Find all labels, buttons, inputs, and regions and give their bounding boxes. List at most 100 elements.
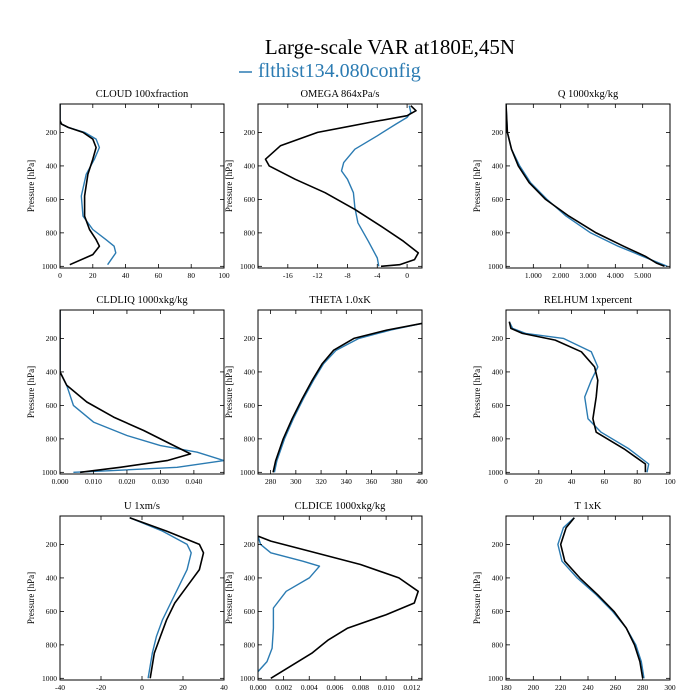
y-tick-label: 400	[244, 367, 256, 376]
y-tick-label: 400	[492, 161, 504, 170]
x-tick-label: 100	[664, 477, 676, 486]
y-tick-label: 600	[46, 195, 58, 204]
series-line-1	[272, 322, 422, 473]
series-line-0	[508, 321, 650, 473]
y-tick-label: 800	[492, 434, 504, 443]
x-tick-label: 0.002	[275, 683, 292, 692]
x-tick-label: 40	[220, 683, 228, 692]
plot-frame	[257, 515, 423, 681]
x-tick-label: 2.000	[552, 271, 569, 280]
y-tick-label: 1000	[42, 468, 57, 477]
panel-title: CLDICE 1000xkg/kg	[295, 501, 386, 512]
series-line-1	[60, 310, 192, 474]
x-tick-label: 0.000	[52, 477, 69, 486]
series-line-1	[258, 535, 420, 679]
y-tick-label: 200	[244, 540, 256, 549]
y-axis-label: Pressure [hPa]	[472, 572, 482, 624]
y-tick-label: 1000	[488, 674, 503, 683]
x-tick-label: 0.006	[326, 683, 343, 692]
plot-frame	[59, 103, 225, 269]
x-tick-label: 0.008	[352, 683, 369, 692]
x-tick-label: 360	[366, 477, 378, 486]
y-tick-label: 600	[492, 607, 504, 616]
y-axis-label: Pressure [hPa]	[26, 572, 36, 624]
x-tick-label: 0.030	[152, 477, 169, 486]
x-tick-label: 300	[664, 683, 676, 692]
y-tick-label: 600	[244, 195, 256, 204]
x-tick-label: 5.000	[634, 271, 651, 280]
x-tick-label: 20	[179, 683, 187, 692]
y-axis-label: Pressure [hPa]	[472, 160, 482, 212]
x-tick-label: 0.004	[301, 683, 318, 692]
x-tick-label: 20	[535, 477, 543, 486]
y-tick-label: 600	[492, 195, 504, 204]
y-tick-label: 600	[244, 401, 256, 410]
y-axis-label: Pressure [hPa]	[224, 160, 234, 212]
x-tick-label: 60	[155, 271, 163, 280]
y-tick-label: 600	[244, 607, 256, 616]
x-tick-label: 180	[500, 683, 512, 692]
series-line-0	[60, 310, 224, 473]
y-tick-label: 400	[46, 161, 58, 170]
x-tick-label: -4	[374, 271, 380, 280]
y-tick-label: 600	[492, 401, 504, 410]
panel-title: Q 1000xkg/kg	[558, 89, 619, 100]
x-tick-label: 20	[89, 271, 97, 280]
y-tick-label: 800	[46, 640, 58, 649]
y-tick-label: 600	[46, 401, 58, 410]
series-line-0	[129, 517, 192, 679]
x-tick-label: 280	[265, 477, 277, 486]
x-tick-label: 200	[528, 683, 540, 692]
y-tick-label: 1000	[240, 468, 255, 477]
plot-frame	[59, 309, 225, 475]
x-tick-label: 300	[290, 477, 302, 486]
x-tick-label: 1.000	[525, 271, 542, 280]
x-tick-label: -16	[283, 271, 293, 280]
y-tick-label: 400	[244, 161, 256, 170]
x-tick-label: 60	[601, 477, 609, 486]
x-tick-label: 340	[341, 477, 353, 486]
y-tick-label: 800	[244, 434, 256, 443]
x-tick-label: 40	[568, 477, 576, 486]
x-tick-label: 80	[633, 477, 641, 486]
y-tick-label: 800	[244, 640, 256, 649]
x-tick-label: 400	[416, 477, 428, 486]
y-tick-label: 200	[492, 334, 504, 343]
y-axis-label: Pressure [hPa]	[26, 366, 36, 418]
panel-title: THETA 1.0xK	[309, 295, 371, 306]
chart-panel-2: Q 1000xkg/kg 1.000 2.000 3.000 4.000 5.000 200…	[472, 89, 671, 280]
chart-panel-5: RELHUM 1xpercent 0 20 40 60 80 100 200 400 600 800…	[472, 295, 676, 486]
chart-panel-8: T 1xK 180 200 220 240 260 280 300 200 400 600 800 10…	[472, 501, 676, 692]
x-tick-label: 220	[555, 683, 567, 692]
series-line-0	[273, 322, 422, 473]
series-line-0	[340, 105, 412, 267]
y-tick-label: 200	[244, 334, 256, 343]
series-line-1	[129, 516, 205, 679]
y-tick-label: 800	[492, 228, 504, 237]
series-line-0	[557, 517, 645, 679]
y-axis-label: Pressure [hPa]	[26, 160, 36, 212]
chart-panel-1: OMEGA 864xPa/s -16 -12 -8 -4 0 200 400 600 800 100…	[224, 89, 423, 280]
panel-title: CLDLIQ 1000xkg/kg	[96, 295, 188, 306]
y-tick-label: 400	[492, 367, 504, 376]
y-tick-label: 400	[244, 573, 256, 582]
y-tick-label: 200	[46, 540, 58, 549]
chart-panel-4: THETA 1.0xK 280 300 320 340 360 380 400 200 400 60…	[224, 295, 428, 486]
y-tick-label: 600	[46, 607, 58, 616]
chart-panel-0: CLOUD 100xfraction 0 20 40 60 80 100 200 400 600 8…	[26, 89, 230, 280]
plot-frame	[59, 515, 225, 681]
panel-title: RELHUM 1xpercent	[544, 295, 632, 306]
x-tick-label: 0	[504, 477, 508, 486]
chart-panel-7: CLDICE 1000xkg/kg 0.000 0.002 0.004 0.006 0.0…	[224, 501, 423, 692]
x-tick-label: 40	[122, 271, 130, 280]
panel-title: OMEGA 864xPa/s	[300, 89, 379, 100]
plot-frame	[505, 103, 671, 269]
chart-panel-3: CLDLIQ 1000xkg/kg 0.000 0.010 0.020 0.030 0.0…	[26, 295, 225, 486]
x-tick-label: 80	[187, 271, 195, 280]
y-tick-label: 200	[492, 540, 504, 549]
x-tick-label: 3.000	[580, 271, 597, 280]
plot-frame	[505, 309, 671, 475]
y-tick-label: 1000	[240, 262, 255, 271]
